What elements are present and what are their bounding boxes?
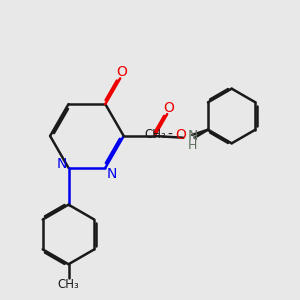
- Text: O: O: [116, 65, 128, 79]
- Text: H: H: [188, 139, 198, 152]
- Text: O: O: [175, 128, 186, 142]
- Text: CH₃: CH₃: [144, 128, 166, 141]
- Text: -: -: [167, 128, 172, 142]
- Text: N: N: [106, 167, 117, 181]
- Text: O: O: [164, 101, 174, 115]
- Text: CH₃: CH₃: [58, 278, 80, 291]
- Text: N: N: [57, 157, 68, 171]
- Text: N: N: [188, 129, 198, 142]
